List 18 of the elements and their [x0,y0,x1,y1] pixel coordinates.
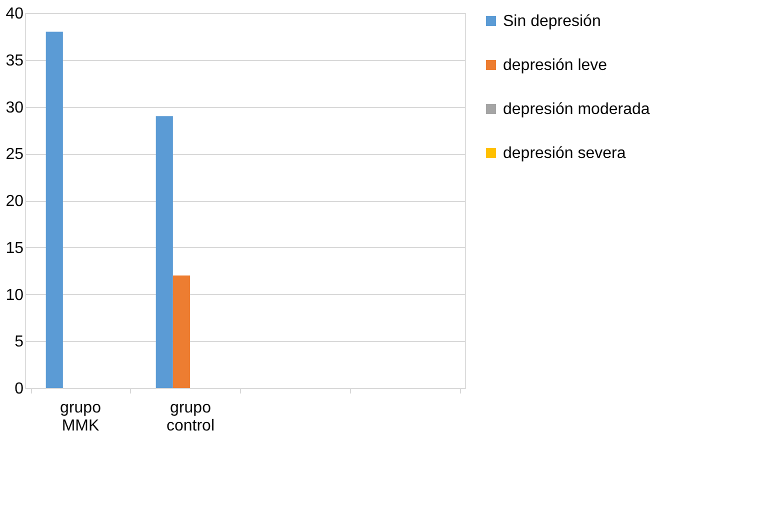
legend-label: depresión severa [503,145,626,162]
x-tick-label: grupo control [166,400,215,434]
y-tick-label: 20 [6,193,24,210]
y-tick-label: 35 [6,52,24,70]
y-tick-label: 10 [6,286,24,304]
y-tick-label: 25 [6,146,24,164]
legend-label: Sin depresión [503,13,601,30]
y-tick-label: 15 [6,240,24,257]
y-tick-label: 40 [6,6,24,22]
y-tick-label: 0 [14,380,24,398]
bar [172,276,190,388]
y-tick-label: 5 [14,334,24,351]
legend-label: depresión moderada [503,101,650,118]
legend-label: depresión leve [503,57,608,74]
bar [156,116,173,388]
y-tick-label: 30 [6,99,24,116]
x-tick-label: grupo MMK [60,400,102,434]
bar [46,32,63,388]
